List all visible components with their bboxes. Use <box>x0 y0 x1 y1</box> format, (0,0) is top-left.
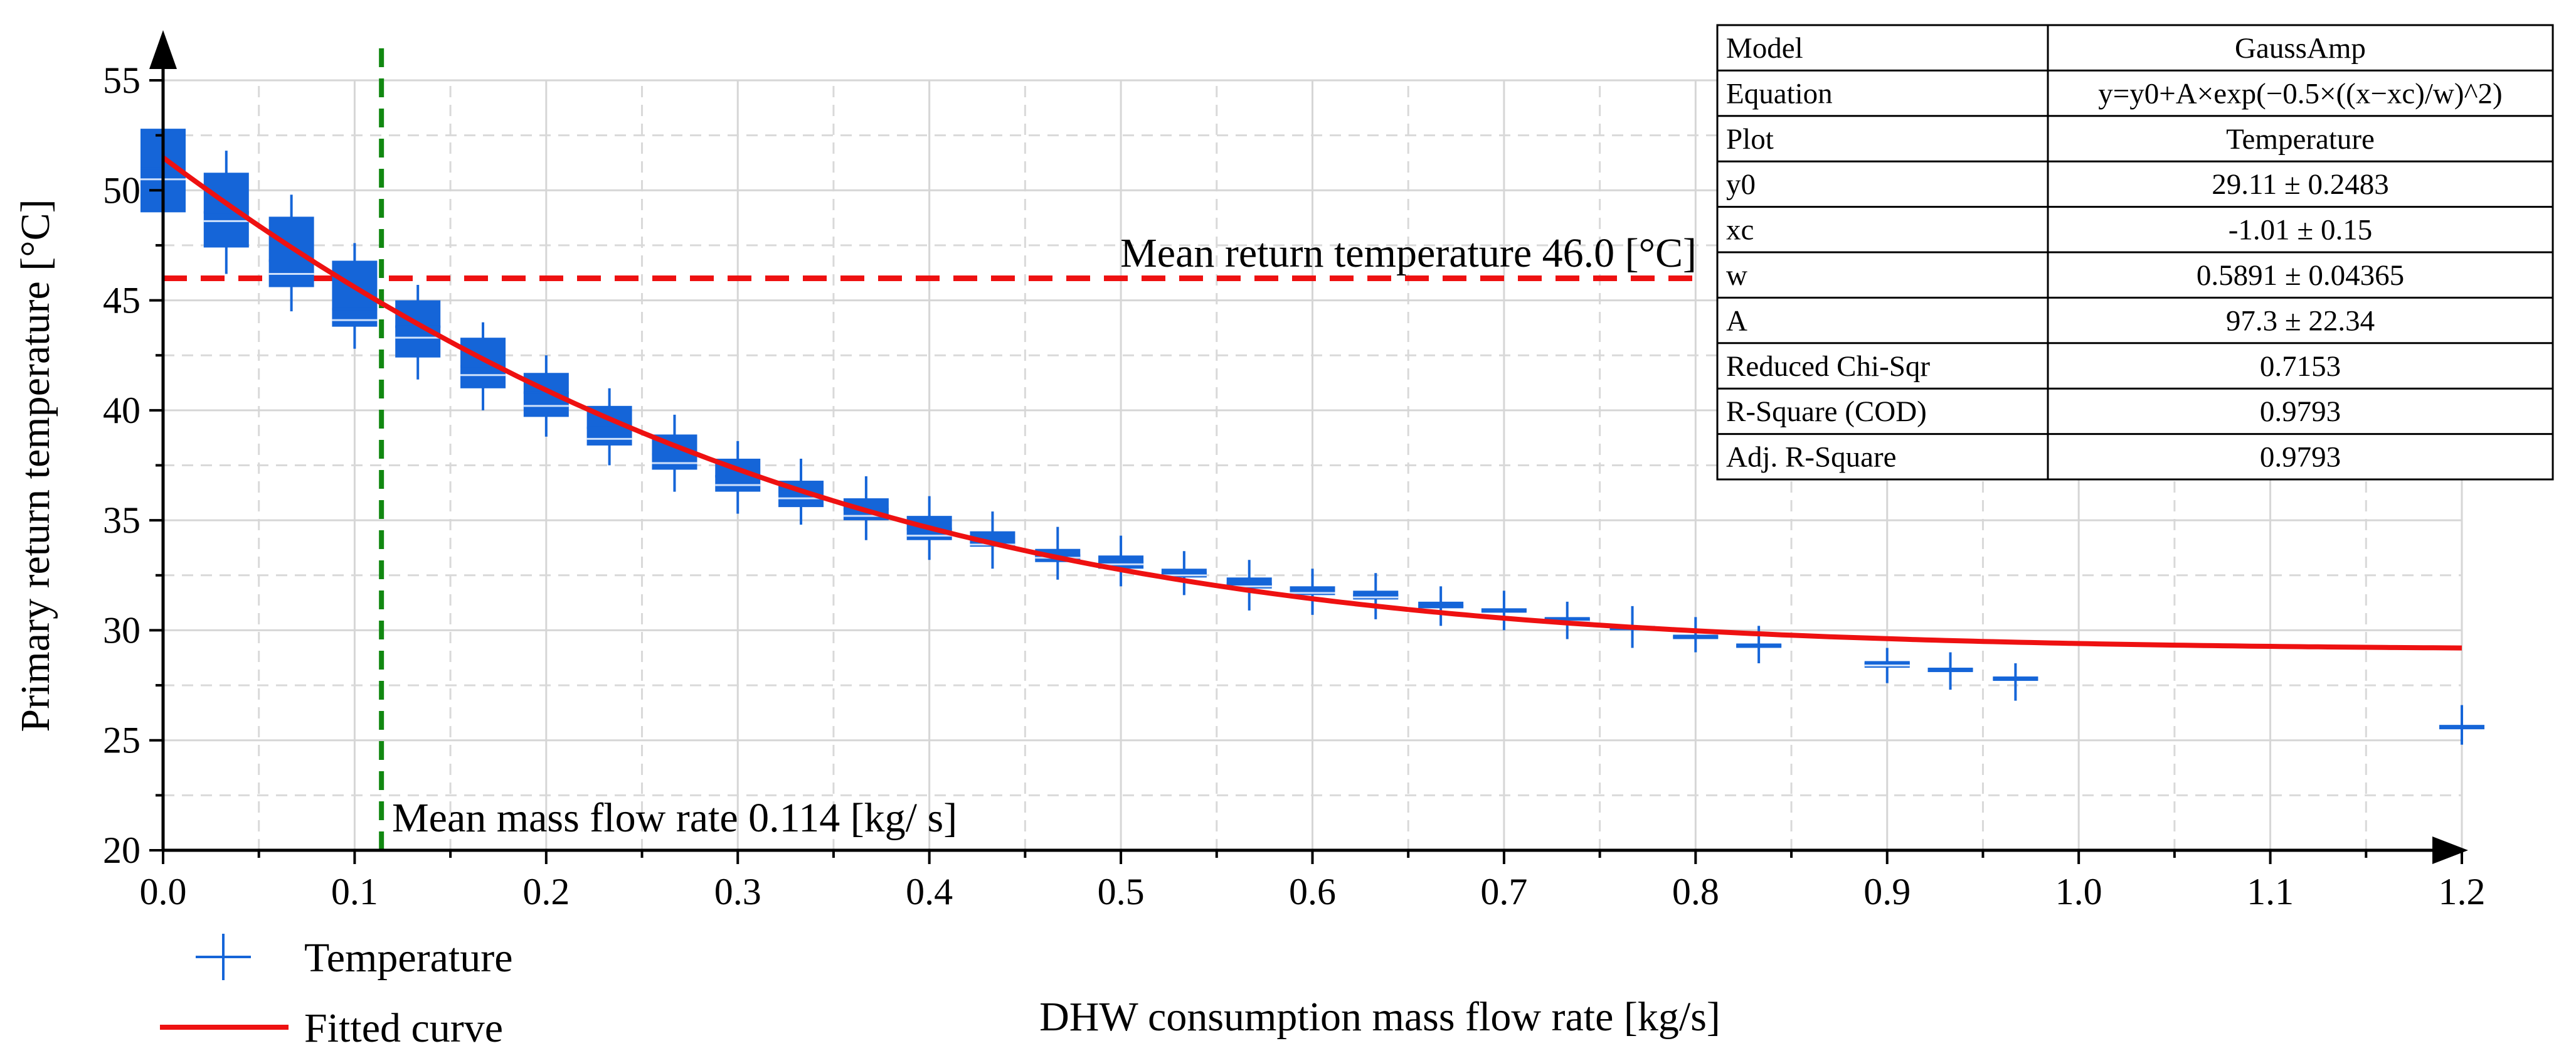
fit-table-param-value: 97.3 ± 22.34 <box>2226 304 2375 337</box>
temperature-box-body <box>203 173 249 248</box>
fit-table-param-name: Equation <box>1726 77 1833 110</box>
fitted-curve-line <box>161 155 2462 651</box>
reference-lines <box>163 41 1700 850</box>
temperature-box-body <box>460 338 506 388</box>
y-tick-label: 45 <box>103 280 140 321</box>
x-tick-label: 0.6 <box>1289 871 1336 912</box>
x-tick-label: 1.1 <box>2247 871 2294 912</box>
fit-table-param-name: Plot <box>1726 123 1774 156</box>
axes: 0.0 0.1 0.2 0.3 0.4 0.5 0.6 0.7 0.8 0.9 1.0 1.1 1.2 2… <box>13 30 2486 1040</box>
fit-table-param-value: 0.9793 <box>2260 395 2341 428</box>
y-tick-label: 20 <box>103 830 140 871</box>
temperature-box <box>1481 590 1527 631</box>
x-tick-label: 0.2 <box>522 871 570 912</box>
y-axis-arrow-icon <box>149 30 177 69</box>
temperature-box <box>1098 535 1144 587</box>
y-tick-label: 35 <box>103 499 140 541</box>
annotations: Mean return temperature 46.0 [°C] Mean ma… <box>392 230 1697 841</box>
mean-mass-flow-rate-label: Mean mass flow rate 0.114 [kg/ s] <box>392 795 957 841</box>
fit-table-param-value: 29.11 ± 0.2483 <box>2212 168 2389 201</box>
temperature-box <box>906 496 952 560</box>
fitted-curve-series <box>161 155 2462 651</box>
x-tick-label: 0.5 <box>1098 871 1145 912</box>
fit-table-param-value: y=y0+A×exp(−0.5×((x−xc)/w)^2) <box>2098 77 2502 110</box>
fit-table-param-name: R-Square (COD) <box>1726 395 1927 428</box>
temperature-box <box>2439 705 2484 745</box>
y-tick-label: 55 <box>103 60 140 101</box>
legend-temperature-label: Temperature <box>304 935 513 981</box>
temperature-box <box>778 458 824 525</box>
temperature-box <box>1226 560 1272 611</box>
temperature-box <box>1864 648 1910 683</box>
x-tick-label: 1.0 <box>2055 871 2102 912</box>
fit-table-param-name: A <box>1726 304 1747 337</box>
x-axis-title: DHW consumption mass flow rate [kg/s] <box>1039 994 1720 1040</box>
x-tick-label: 0.1 <box>331 871 378 912</box>
temperature-box <box>1418 586 1464 626</box>
x-tick-label: 0.3 <box>714 871 761 912</box>
x-tick-label: 0.9 <box>1863 871 1911 912</box>
y-tick-label: 50 <box>103 169 140 211</box>
temperature-box-body <box>268 216 314 287</box>
fit-table-param-name: Model <box>1726 32 1803 65</box>
temperature-box <box>1290 569 1335 615</box>
x-tick-label: 0.4 <box>906 871 953 912</box>
y-tick-label: 40 <box>103 390 140 431</box>
fit-table-param-value: 0.9793 <box>2260 441 2341 474</box>
fit-table-param-value: 0.7153 <box>2260 350 2341 383</box>
x-axis-arrow-icon <box>2432 836 2468 864</box>
x-tick-label: 0.8 <box>1672 871 1719 912</box>
temperature-box <box>1161 551 1207 596</box>
fit-table-param-name: y0 <box>1726 168 1756 201</box>
y-axis-title: Primary return temperature [°C] <box>13 199 58 732</box>
y-tick-label: 25 <box>103 720 140 761</box>
legend-fitted-curve-label: Fitted curve <box>304 1005 503 1051</box>
fit-table-param-name: Adj. R-Square <box>1726 441 1897 474</box>
x-tick-label: 0.7 <box>1480 871 1527 912</box>
fit-results-table: Model GaussAmp Equation y=y0+A×exp(−0.5×((x… <box>1716 24 2554 481</box>
x-tick-label: 1.2 <box>2439 871 2486 912</box>
fit-table-param-value: 0.5891 ± 0.04365 <box>2197 259 2404 292</box>
fit-table-param-name: xc <box>1726 214 1754 247</box>
temperature-box <box>203 151 249 274</box>
fit-table-param-value: Temperature <box>2226 123 2375 156</box>
fit-table-param-value: -1.01 ± 0.15 <box>2229 214 2372 247</box>
fit-table-param-name: w <box>1726 259 1747 292</box>
mean-return-temperature-label: Mean return temperature 46.0 [°C] <box>1120 230 1697 276</box>
x-tick-label: 0.0 <box>140 871 187 912</box>
fit-table-param-name: Reduced Chi-Sqr <box>1726 350 1930 383</box>
temperature-box <box>1993 663 2038 701</box>
temperature-box <box>1353 573 1399 619</box>
temperature-box <box>1927 652 1973 690</box>
temperature-box <box>1673 617 1719 653</box>
fit-table-param-value: GaussAmp <box>2235 32 2366 65</box>
y-tick-label: 30 <box>103 609 140 651</box>
temperature-box-body <box>395 300 441 358</box>
legend: Temperature Fitted curve <box>160 934 513 1051</box>
temperature-box <box>268 195 314 312</box>
